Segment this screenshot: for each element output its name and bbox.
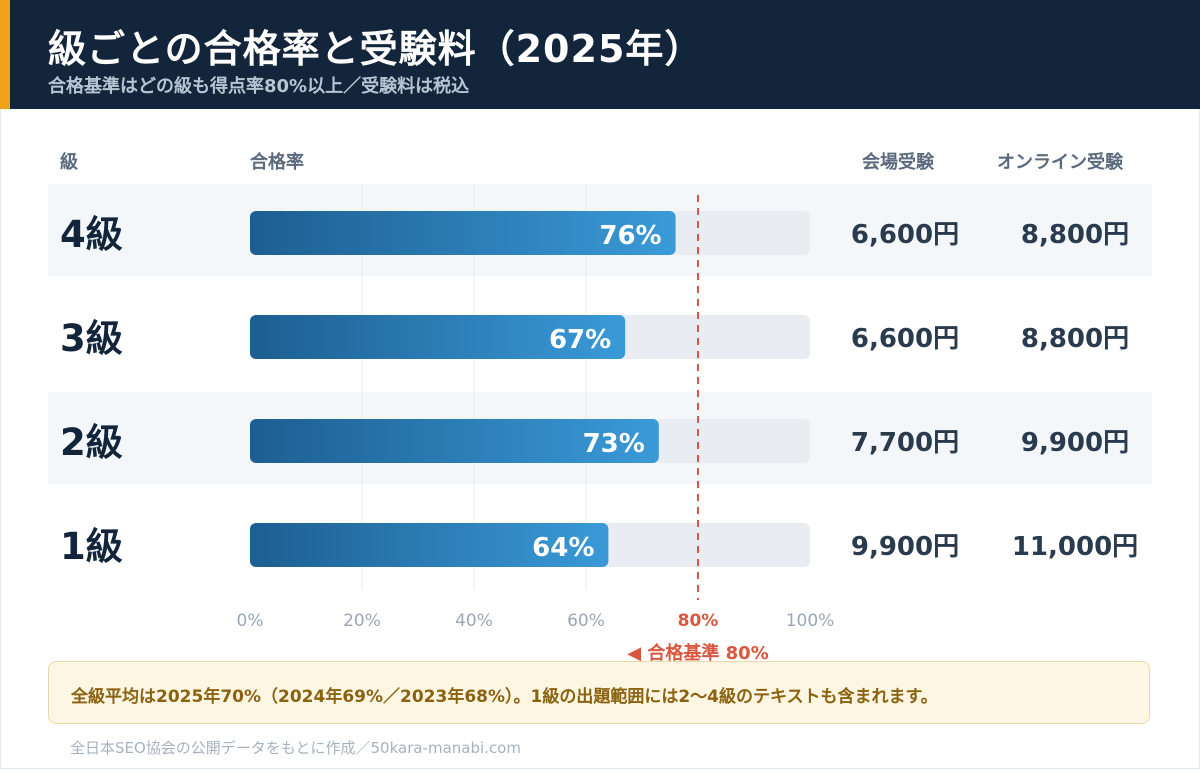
grade-label: 1級	[60, 525, 123, 568]
x-tick-label: 20%	[343, 611, 381, 631]
x-tick-label: 0%	[237, 611, 264, 631]
bar-value-label: 64%	[532, 533, 594, 563]
x-tick-label: 60%	[567, 611, 605, 631]
header-accent-bar	[0, 0, 10, 109]
bar-4	[250, 523, 609, 567]
grade-label: 3級	[60, 317, 123, 360]
venue-fee: 9,900円	[851, 532, 959, 562]
bar-value-label: 73%	[583, 429, 645, 459]
x-tick-label: 40%	[455, 611, 493, 631]
header: 級ごとの合格率と受験料（2025年） 合格基準はどの級も得点率80%以上／受験料…	[0, 0, 1200, 109]
venue-fee: 6,600円	[851, 220, 959, 250]
online-fee: 8,800円	[1021, 220, 1129, 250]
bar-1	[250, 211, 676, 255]
column-header-grade: 級	[60, 152, 78, 173]
column-header-pass-rate: 合格率	[250, 152, 304, 173]
x-tick-label: 80%	[678, 611, 719, 631]
summary-note-text: 全級平均は2025年70%（2024年69%／2023年68%）。1級の出題範囲…	[71, 687, 938, 707]
grade-label: 2級	[60, 421, 123, 464]
venue-fee: 7,700円	[851, 428, 959, 458]
online-fee: 8,800円	[1021, 324, 1129, 354]
bar-2	[250, 315, 626, 359]
page-title: 級ごとの合格率と受験料（2025年）	[48, 27, 704, 71]
column-header-venue-fee: 会場受験	[862, 152, 934, 173]
column-header-online-fee: オンライン受験	[997, 152, 1123, 173]
online-fee: 11,000円	[1012, 532, 1138, 562]
online-fee: 9,900円	[1021, 428, 1129, 458]
venue-fee: 6,600円	[851, 324, 959, 354]
bar-value-label: 67%	[549, 325, 611, 355]
grade-label: 4級	[60, 213, 123, 256]
threshold-label: ◀ 合格基準 80%	[627, 642, 768, 664]
x-tick-label: 100%	[786, 611, 835, 631]
bar-value-label: 76%	[599, 221, 661, 251]
page-subtitle: 合格基準はどの級も得点率80%以上／受験料は税込	[48, 76, 470, 97]
source-credit: 全日本SEO協会の公開データをもとに作成／50kara-manabi.com	[70, 739, 521, 757]
summary-note: 全級平均は2025年70%（2024年69%／2023年68%）。1級の出題範囲…	[48, 661, 1150, 724]
bar-3	[250, 419, 659, 463]
